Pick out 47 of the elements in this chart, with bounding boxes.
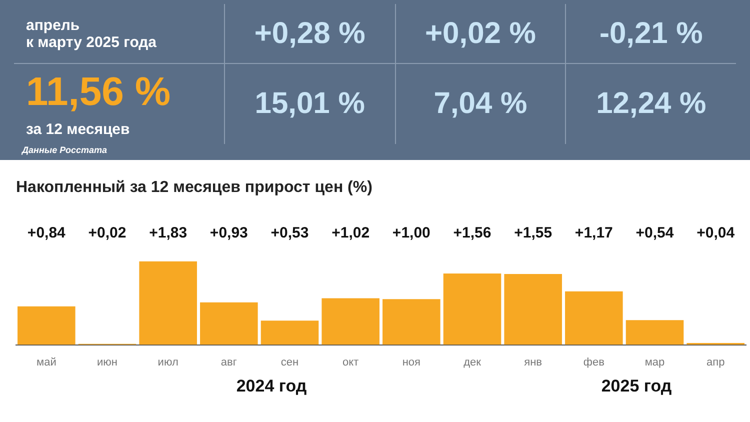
bar [18, 306, 76, 345]
data-label: +0,93 [210, 224, 248, 242]
text: за 12 месяцев [26, 121, 131, 138]
text: 15,01 % [254, 87, 365, 121]
text: 11,56 % [26, 70, 172, 115]
data-label: +1,17 [574, 224, 613, 242]
x-tick-label: июл [158, 356, 178, 368]
bar [565, 291, 623, 345]
bar [260, 320, 319, 345]
data-label: +1,00 [392, 224, 430, 242]
x-tick-label: янв [524, 356, 542, 368]
bar [443, 274, 502, 345]
bar [626, 320, 684, 345]
text: -0,21 % [599, 16, 703, 50]
x-tick-label: авг [220, 356, 237, 368]
text: 12,24 % [596, 87, 706, 121]
x-tick-label: дек [464, 356, 482, 368]
x-tick-label: ноя [402, 356, 421, 368]
data-label: +1,83 [149, 224, 188, 242]
data-label: +0,02 [88, 224, 126, 242]
data-label: +1,02 [332, 224, 370, 242]
x-tick-label: апр [706, 356, 725, 368]
chart-title: Накопленный за 12 месяцев прирост цен (%) [16, 179, 372, 196]
bar [322, 298, 380, 345]
text: апрель к марту 2025 года [26, 16, 157, 50]
text: +0,28 % [254, 16, 366, 50]
data-label: +1,56 [453, 224, 492, 242]
x-tick-label: мар [644, 356, 665, 368]
data-label: +0,84 [27, 224, 66, 242]
bar [504, 274, 562, 345]
bar [382, 299, 440, 345]
x-tick-label: фев [583, 356, 605, 368]
x-tick-label: сен [280, 356, 299, 368]
x-tick-label: май [36, 356, 56, 368]
data-label: +0,04 [696, 224, 736, 242]
bar [200, 302, 258, 345]
data-label: +1,55 [514, 224, 552, 242]
x-tick-label: июн [97, 356, 118, 368]
text: 2025 год [601, 376, 672, 396]
text: 7,04 % [434, 87, 528, 121]
text: +0,02 % [425, 16, 536, 50]
text: 2024 год [236, 376, 307, 396]
text: Данные Росстата [22, 145, 107, 155]
x-tick-label: окт [342, 356, 359, 368]
data-label: +0,54 [636, 224, 674, 242]
bar [139, 261, 197, 345]
data-label: +0,53 [270, 224, 309, 242]
